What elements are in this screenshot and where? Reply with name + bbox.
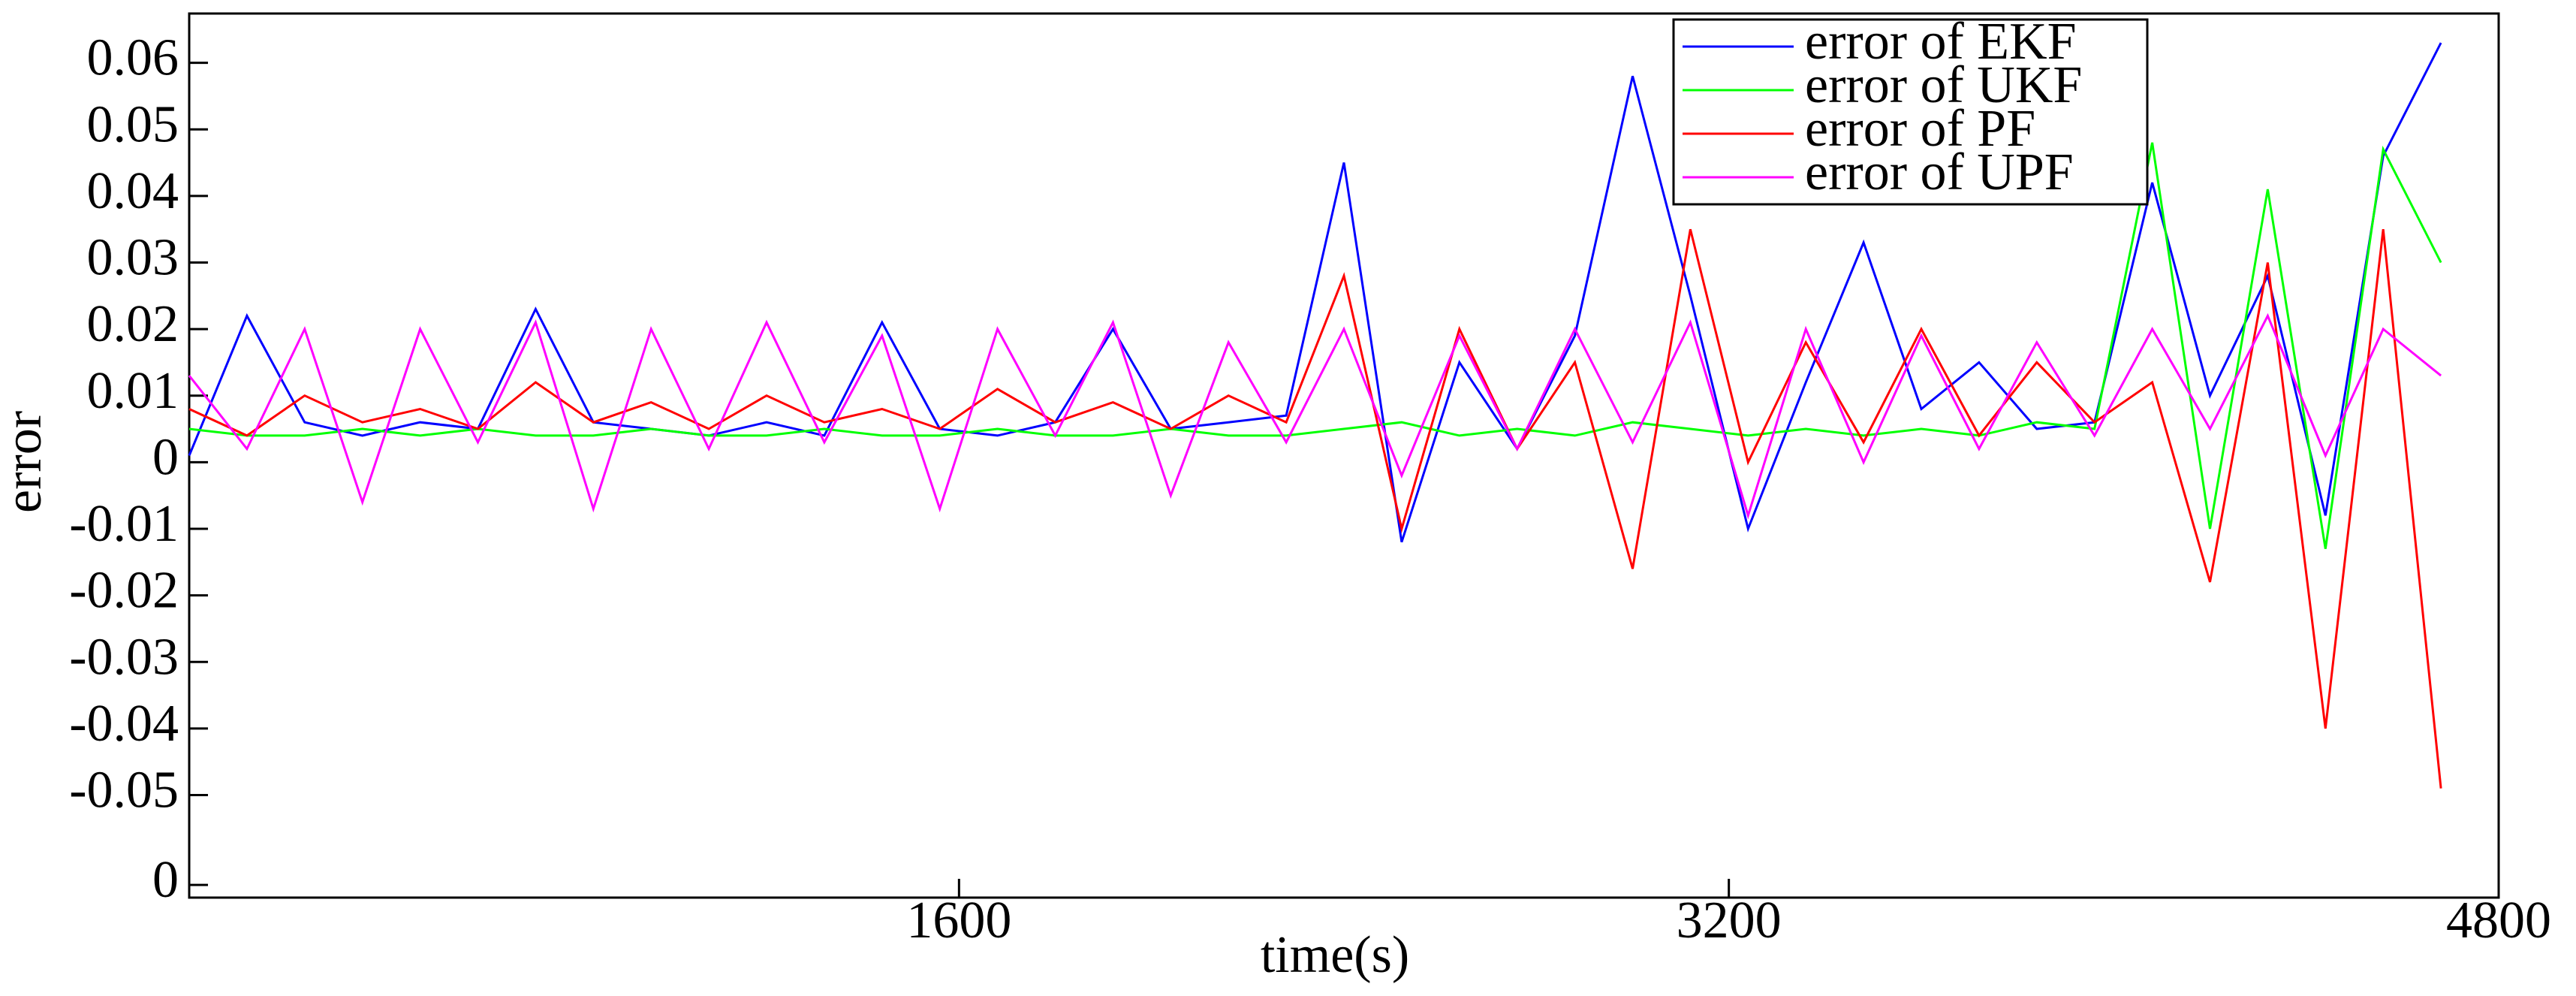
legend-box xyxy=(1672,18,2149,206)
series-line xyxy=(188,228,2442,789)
x-tick-label: 4800 xyxy=(2446,892,2551,949)
y-tick-label: 0 xyxy=(152,851,179,909)
legend-label: error of UPF xyxy=(1805,143,2074,201)
y-tick-label: 0.04 xyxy=(87,162,179,220)
series-line xyxy=(188,142,2442,549)
y-tick-label: 0.01 xyxy=(87,362,179,420)
y-tick-label: 0.02 xyxy=(87,295,179,353)
x-tick-label: 1600 xyxy=(906,892,1011,949)
x-axis-label: time(s) xyxy=(1261,926,1409,984)
x-tick-label: 3200 xyxy=(1677,892,1782,949)
y-tick-label: 0.03 xyxy=(87,229,179,287)
y-tick-label: 0.06 xyxy=(87,29,179,87)
y-tick-label: -0.02 xyxy=(69,562,179,620)
y-axis-label: error xyxy=(0,411,53,513)
legend-label: error of EKF xyxy=(1805,13,2077,71)
y-tick-label: 0 xyxy=(152,428,179,486)
legend-label: error of PF xyxy=(1805,100,2035,158)
y-tick-label: -0.03 xyxy=(69,628,179,686)
y-tick-label: -0.01 xyxy=(69,495,179,553)
y-tick-label: -0.05 xyxy=(69,762,179,819)
series-line xyxy=(188,312,2442,520)
y-tick-label: -0.04 xyxy=(69,695,179,753)
legend-label: error of UKF xyxy=(1805,56,2082,114)
y-tick-label: 0.05 xyxy=(87,95,179,153)
